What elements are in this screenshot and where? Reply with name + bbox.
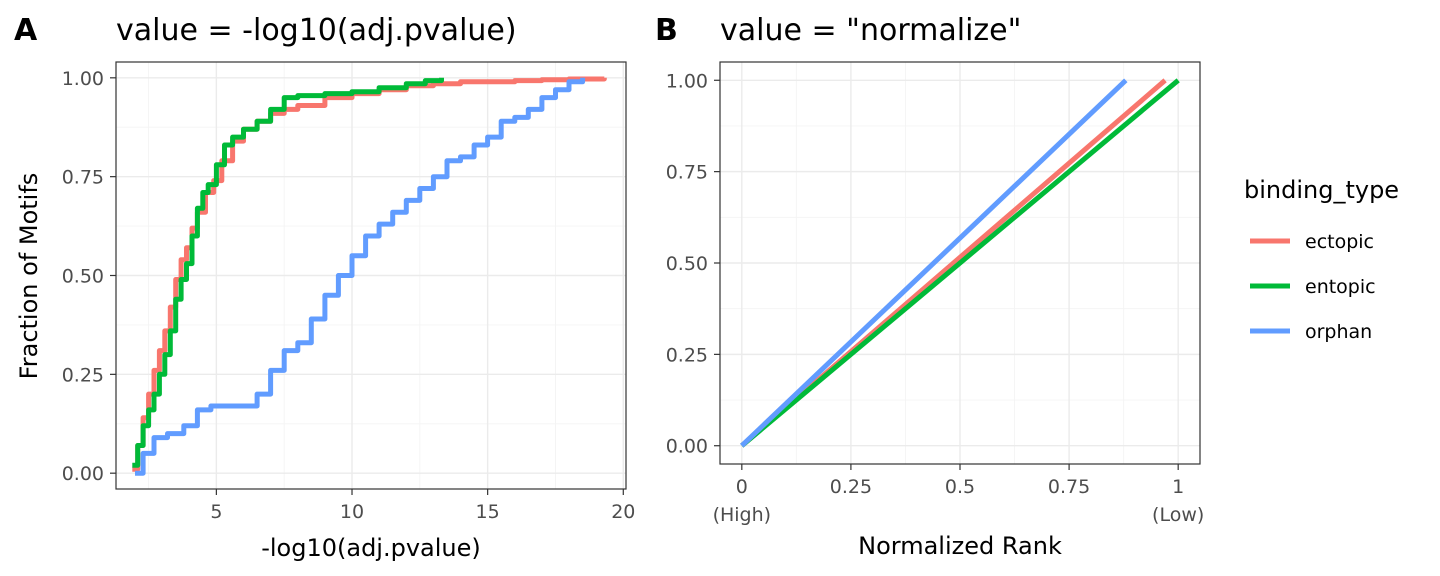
series-line-entopic — [132, 77, 444, 468]
panel-b-xlabel: Normalized Rank — [858, 532, 1062, 560]
x-tick-label: 1 — [1172, 476, 1184, 498]
y-tick-label: 0.25 — [62, 364, 104, 386]
panel-a-ticks: 5 10 15 20 0.00 0.25 0.50 0.75 1.00 — [62, 68, 636, 523]
legend-items: ectopic entopic orphan — [1250, 231, 1376, 343]
series-line-entopic — [740, 78, 1180, 448]
x-tick-label: 10 — [340, 501, 364, 523]
x-tick-label: 0.5 — [945, 476, 975, 498]
legend-title: binding_type — [1244, 176, 1399, 204]
y-tick-label: 0.00 — [62, 463, 104, 485]
x-tick-label: 0.25 — [830, 476, 872, 498]
x-tick-label: 0 — [736, 476, 748, 498]
panel-a-grid — [116, 62, 626, 489]
series-line-orphan — [740, 78, 1128, 448]
y-tick-label: 0.50 — [62, 266, 104, 288]
panel-a-ylabel: Fraction of Motifs — [15, 173, 43, 380]
x-tick-label: 0.75 — [1048, 476, 1090, 498]
series-line-orphan — [135, 77, 586, 476]
x-tick-label: 20 — [611, 501, 635, 523]
y-tick-label: 0.25 — [666, 344, 708, 366]
panel-a: A value = -log10(adj.pvalue) 5 10 15 20 0.00… — [14, 13, 635, 562]
y-tick-label: 0.00 — [666, 436, 708, 458]
y-tick-label: 0.75 — [666, 162, 708, 184]
y-tick-label: 1.00 — [62, 68, 104, 90]
panel-b: B value = "normalize" 0 (High) 0.25 0.5 0.75… — [655, 13, 1204, 560]
x-tick-label: 5 — [210, 501, 222, 523]
panel-b-lines — [740, 78, 1180, 448]
legend-label-ectopic: ectopic — [1305, 231, 1374, 253]
legend-label-entopic: entopic — [1305, 276, 1376, 298]
panel-b-tag: B — [655, 13, 678, 48]
panel-a-lines — [132, 76, 607, 476]
x-tick-label: 15 — [476, 501, 500, 523]
panel-b-ticks: 0 (High) 0.25 0.5 0.75 1 (Low) 0.00 0.25 0.50 0.75… — [666, 70, 1205, 526]
panel-a-xlabel: -log10(adj.pvalue) — [261, 534, 481, 562]
legend-label-orphan: orphan — [1305, 321, 1372, 343]
panel-b-title: value = "normalize" — [720, 13, 1021, 48]
series-line-ectopic — [132, 76, 607, 472]
y-tick-label: 0.75 — [62, 167, 104, 189]
panel-a-title: value = -log10(adj.pvalue) — [116, 13, 517, 48]
x-tick-sublabel: (High) — [713, 504, 772, 526]
y-tick-label: 1.00 — [666, 70, 708, 92]
x-tick-sublabel: (Low) — [1152, 504, 1204, 526]
legend: binding_type ectopic entopic orphan — [1244, 176, 1399, 343]
panel-a-tag: A — [14, 13, 38, 48]
y-tick-label: 0.50 — [666, 253, 708, 275]
